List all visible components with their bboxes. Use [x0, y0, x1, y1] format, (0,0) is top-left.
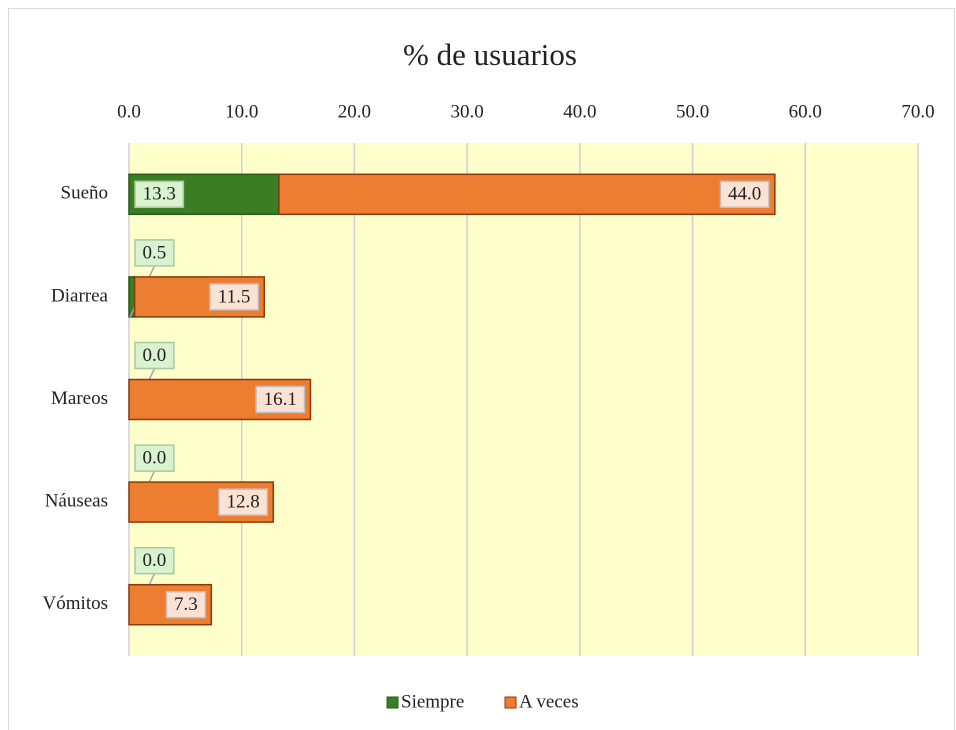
- data-label-box: [134, 180, 185, 209]
- y-tick-label: Sueño: [61, 183, 109, 204]
- x-tick-label: 10.0: [225, 101, 258, 122]
- data-label: 7.3: [174, 594, 198, 615]
- data-label: 13.3: [143, 184, 176, 205]
- legend-swatch: [504, 696, 517, 709]
- x-tick-label: 40.0: [563, 101, 596, 122]
- data-label: 44.0: [728, 184, 761, 205]
- data-label-box: [719, 180, 770, 209]
- data-label: 0.0: [143, 447, 167, 468]
- data-label-box: [255, 385, 306, 414]
- data-label: 12.8: [226, 491, 259, 512]
- data-label-box: [209, 283, 260, 311]
- x-tick-label: 20.0: [338, 101, 371, 122]
- bar: [278, 173, 776, 216]
- y-tick-label: Mareos: [51, 388, 108, 409]
- legend-label: Siempre: [401, 691, 464, 712]
- data-label-box: [134, 341, 175, 370]
- x-tick-label: 30.0: [451, 101, 484, 122]
- x-tick-label: 0.0: [117, 101, 141, 122]
- data-label: 0.0: [143, 345, 167, 366]
- legend-label: A veces: [519, 691, 579, 712]
- data-label-box: [134, 444, 175, 472]
- x-tick-label: 50.0: [676, 101, 709, 122]
- data-label-box: [134, 546, 175, 575]
- legend-swatch: [386, 696, 399, 709]
- data-label: 0.0: [143, 550, 167, 571]
- x-tick-label: 60.0: [789, 101, 822, 122]
- data-label-box: [134, 239, 175, 267]
- data-label: 16.1: [264, 389, 297, 410]
- bar: [128, 276, 136, 318]
- data-label-box: [218, 488, 269, 516]
- data-label: 0.5: [143, 242, 167, 263]
- y-tick-label: Náuseas: [45, 490, 108, 511]
- x-tick-label: 70.0: [901, 101, 934, 122]
- data-label: 11.5: [218, 286, 251, 307]
- y-tick-label: Diarrea: [51, 285, 109, 306]
- chart-title: % de usuarios: [403, 37, 577, 72]
- data-label-box: [165, 590, 207, 619]
- y-tick-label: Vómitos: [43, 593, 108, 614]
